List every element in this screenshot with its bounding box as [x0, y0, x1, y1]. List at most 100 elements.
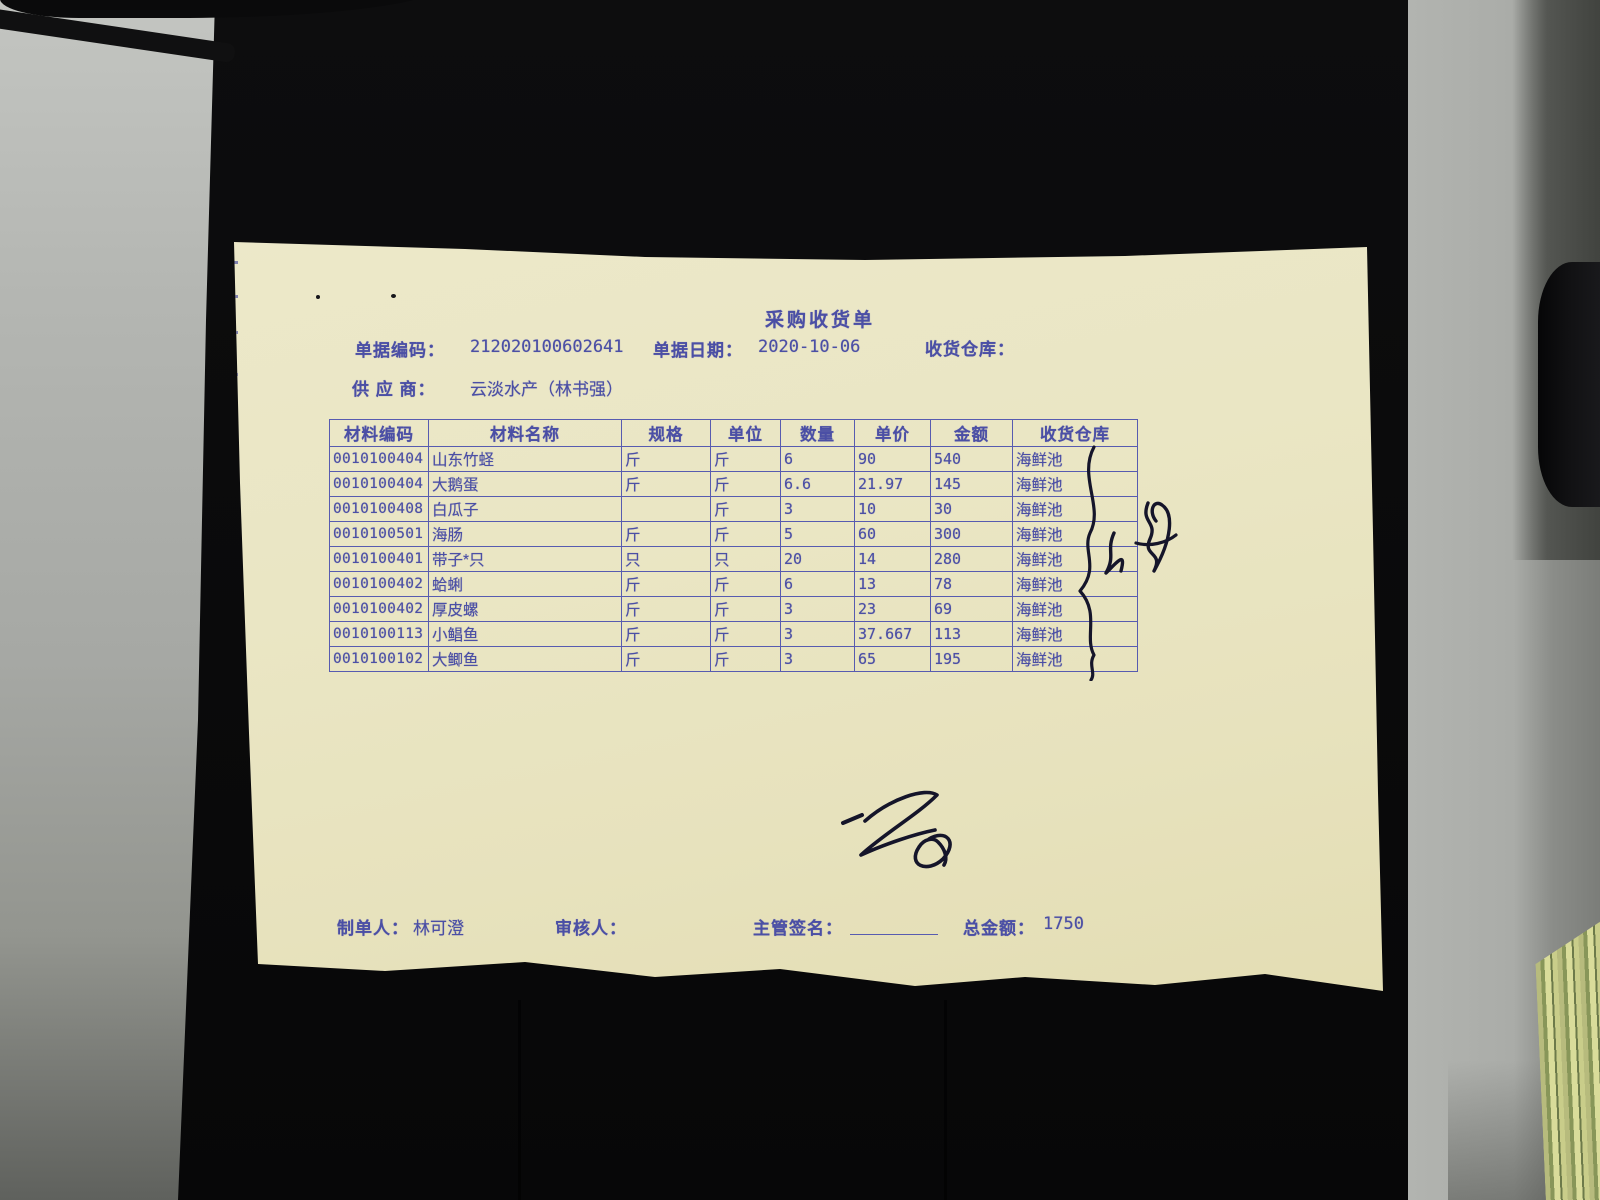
doc-no-label: 单据编码：	[355, 341, 445, 360]
table-row: 0010100501 海肠 斤 斤 5 60 300 海鲜池	[329, 521, 1138, 547]
col-header-spec: 规格	[621, 419, 711, 447]
warehouse-label: 收货仓库：	[925, 340, 1015, 359]
cell-unit: 斤	[710, 496, 781, 522]
cell-amount: 78	[930, 571, 1013, 597]
cell-qty: 20	[780, 546, 855, 572]
cell-material-name: 带子*只	[428, 546, 622, 572]
cell-spec: 斤	[621, 471, 711, 497]
cell-spec	[621, 496, 711, 522]
col-header-amount: 金额	[930, 419, 1013, 447]
items-table: 材料编码 材料名称 规格 单位 数量 单价 金额 收货仓库 0010100404…	[329, 419, 1138, 672]
table-row: 0010100102 大鲫鱼 斤 斤 3 65 195 海鲜池	[329, 646, 1138, 672]
cell-material-code: 0010100401	[329, 546, 429, 572]
handwritten-signature	[841, 790, 952, 869]
cell-unit: 斤	[710, 446, 781, 472]
cell-unit-price: 21.97	[854, 471, 931, 497]
perforation-mark	[234, 261, 238, 264]
cell-amount: 69	[930, 596, 1013, 622]
desk-seam	[518, 1000, 521, 1200]
cell-spec: 斤	[621, 571, 711, 597]
table-row: 0010100402 厚皮螺 斤 斤 3 23 69 海鲜池	[329, 596, 1138, 622]
cell-material-name: 蛤蜊	[428, 571, 622, 597]
cell-material-code: 0010100404	[329, 471, 429, 497]
cell-amount: 280	[930, 546, 1013, 572]
cell-unit-price: 10	[854, 496, 931, 522]
table-row: 0010100404 大鹅蛋 斤 斤 6.6 21.97 145 海鲜池	[329, 471, 1138, 497]
table-row: 0010100404 山东竹蛏 斤 斤 6 90 540 海鲜池	[329, 446, 1138, 472]
cell-material-name: 大鲫鱼	[428, 646, 622, 672]
cell-material-code: 0010100501	[329, 521, 429, 547]
cell-warehouse: 海鲜池	[1012, 446, 1138, 472]
cell-material-name: 白瓜子	[428, 496, 622, 522]
cell-qty: 6	[780, 446, 855, 472]
cell-amount: 300	[930, 521, 1013, 547]
cell-warehouse: 海鲜池	[1012, 521, 1138, 547]
supervisor-label: 主管签名：	[753, 919, 843, 938]
cell-warehouse: 海鲜池	[1012, 646, 1138, 672]
supplier-value: 云淡水产（林书强）	[470, 380, 623, 399]
cell-qty: 3	[780, 621, 855, 647]
receipt-paper: 采购收货单 单据编码： 212020100602641 单据日期： 2020-1…	[234, 242, 1383, 991]
cell-material-code: 0010100408	[329, 496, 429, 522]
dust-speck	[391, 294, 396, 298]
table-row: 0010100408 白瓜子 斤 3 10 30 海鲜池	[329, 496, 1138, 522]
cell-warehouse: 海鲜池	[1012, 571, 1138, 597]
cell-material-name: 大鹅蛋	[428, 471, 622, 497]
items-table-body: 0010100404 山东竹蛏 斤 斤 6 90 540 海鲜池 0010100…	[329, 446, 1138, 672]
cell-unit: 只	[710, 546, 781, 572]
cell-qty: 5	[780, 521, 855, 547]
total-label: 总金额：	[963, 919, 1035, 938]
cell-unit-price: 60	[854, 521, 931, 547]
page-title: 采购收货单	[764, 310, 875, 331]
cell-warehouse: 海鲜池	[1012, 596, 1138, 622]
cell-warehouse: 海鲜池	[1012, 496, 1138, 522]
cell-qty: 3	[780, 496, 855, 522]
cell-material-code: 0010100402	[329, 571, 429, 597]
cell-unit: 斤	[710, 471, 781, 497]
table-row: 0010100113 小鲳鱼 斤 斤 3 37.667 113 海鲜池	[329, 621, 1138, 647]
cell-spec: 只	[621, 546, 711, 572]
cell-amount: 195	[930, 646, 1013, 672]
cell-amount: 145	[930, 471, 1013, 497]
col-header-material-code: 材料编码	[329, 419, 429, 447]
perforation-mark	[234, 415, 238, 418]
cell-unit-price: 23	[854, 596, 931, 622]
cell-unit-price: 14	[854, 546, 931, 572]
col-header-material-name: 材料名称	[428, 419, 622, 447]
total-value: 1750	[1043, 914, 1084, 934]
cell-qty: 6	[780, 571, 855, 597]
table-row: 0010100402 蛤蜊 斤 斤 6 13 78 海鲜池	[329, 571, 1138, 597]
cell-amount: 540	[930, 446, 1013, 472]
cell-material-code: 0010100113	[329, 621, 429, 647]
cell-spec: 斤	[621, 446, 711, 472]
auditor-label: 审核人：	[555, 919, 627, 938]
chair-leg	[1538, 262, 1600, 507]
cell-material-code: 0010100102	[329, 646, 429, 672]
floor-strip-left	[0, 0, 215, 1200]
desk-edge-shadow	[0, 0, 440, 18]
cell-unit: 斤	[710, 571, 781, 597]
cell-material-code: 0010100402	[329, 596, 429, 622]
cell-unit-price: 37.667	[854, 621, 931, 647]
cell-spec: 斤	[621, 521, 711, 547]
col-header-unit-price: 单价	[854, 419, 931, 447]
doc-date-label: 单据日期：	[653, 341, 743, 360]
cell-unit: 斤	[710, 521, 781, 547]
supplier-label: 供 应 商：	[352, 380, 436, 399]
cell-unit: 斤	[710, 621, 781, 647]
cell-unit-price: 90	[854, 446, 931, 472]
items-table-header: 材料编码 材料名称 规格 单位 数量 单价 金额 收货仓库	[329, 419, 1138, 447]
cell-unit: 斤	[710, 646, 781, 672]
cell-material-name: 厚皮螺	[428, 596, 622, 622]
col-header-qty: 数量	[780, 419, 855, 447]
desk-seam	[944, 1000, 947, 1200]
perforation-mark	[234, 331, 238, 334]
maker-value: 林可澄	[413, 919, 464, 938]
cell-amount: 30	[930, 496, 1013, 522]
doc-date-value: 2020-10-06	[758, 337, 861, 357]
cell-qty: 3	[780, 596, 855, 622]
table-row: 0010100401 带子*只 只 只 20 14 280 海鲜池	[329, 546, 1138, 572]
perforation-mark	[234, 295, 238, 298]
cell-unit: 斤	[710, 596, 781, 622]
